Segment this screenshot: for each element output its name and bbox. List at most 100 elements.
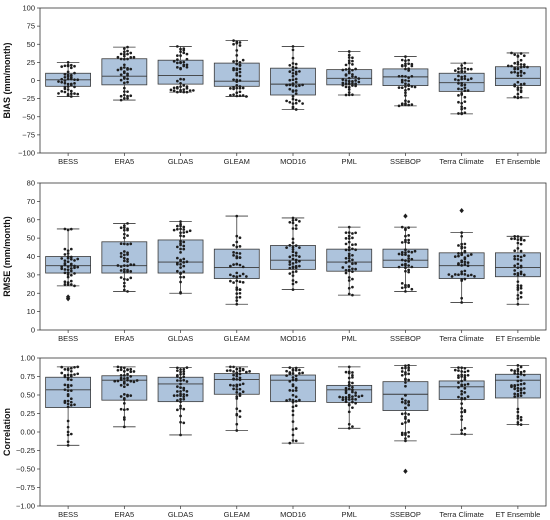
data-point <box>400 400 404 404</box>
data-point <box>119 366 123 369</box>
data-point <box>291 48 295 52</box>
data-point <box>126 222 129 225</box>
data-point <box>516 364 520 367</box>
data-point <box>288 372 292 376</box>
data-point <box>238 64 242 67</box>
data-point <box>519 365 523 369</box>
data-point <box>291 439 295 442</box>
data-point <box>347 256 351 260</box>
data-point <box>294 84 298 88</box>
data-point <box>516 262 520 266</box>
data-point <box>400 370 404 373</box>
data-point <box>179 67 182 71</box>
data-point <box>129 276 133 280</box>
data-point <box>229 264 232 268</box>
data-point <box>301 102 304 105</box>
x-tick-label: ET Ensemble <box>495 334 540 343</box>
data-point <box>182 225 186 229</box>
data-point <box>457 78 460 82</box>
data-point <box>291 97 295 101</box>
data-point <box>126 393 129 397</box>
data-point <box>347 398 351 401</box>
data-point <box>179 390 182 393</box>
y-tick-label: 60 <box>27 215 35 224</box>
data-point <box>294 218 298 222</box>
data-point <box>122 81 126 85</box>
data-point <box>516 375 520 379</box>
data-point <box>122 377 126 380</box>
data-point <box>235 377 239 381</box>
data-point <box>66 63 70 67</box>
data-point <box>66 260 70 264</box>
data-point <box>232 370 235 373</box>
data-point <box>404 85 407 88</box>
box-mod16 <box>270 45 316 111</box>
data-point <box>129 370 133 374</box>
data-point <box>69 82 73 86</box>
data-point <box>241 272 245 276</box>
data-point <box>235 245 239 249</box>
data-point <box>63 64 67 68</box>
data-point <box>122 57 126 61</box>
data-point <box>182 421 186 425</box>
data-point <box>176 256 179 260</box>
data-point <box>294 101 298 105</box>
data-point <box>241 367 245 371</box>
data-point <box>76 78 80 82</box>
data-point <box>460 379 464 383</box>
data-point <box>185 57 189 61</box>
data-point <box>179 372 182 376</box>
data-point <box>119 242 123 246</box>
data-point <box>453 368 457 372</box>
data-point <box>291 393 295 397</box>
data-point <box>69 269 73 273</box>
data-point <box>232 251 235 254</box>
data-point <box>122 398 126 401</box>
data-point <box>119 276 123 279</box>
data-point <box>69 95 73 98</box>
data-point <box>179 239 182 243</box>
data-point <box>351 375 354 379</box>
data-point <box>294 395 298 399</box>
data-point <box>69 378 73 382</box>
data-point <box>119 252 123 255</box>
data-point <box>288 220 292 224</box>
data-point <box>404 99 407 103</box>
data-point <box>179 263 182 266</box>
data-point <box>298 70 301 73</box>
data-point <box>126 96 129 100</box>
data-point <box>294 280 298 284</box>
data-point <box>513 83 517 86</box>
data-point <box>516 272 520 275</box>
data-point <box>463 277 467 281</box>
data-point <box>238 44 242 47</box>
x-tick-label: PML <box>342 334 357 343</box>
data-point <box>351 388 354 392</box>
box-pml <box>326 225 373 297</box>
data-point <box>453 255 457 258</box>
data-point <box>232 274 235 278</box>
box-gldas <box>157 366 204 437</box>
data-point <box>288 272 292 275</box>
data-point <box>182 260 186 264</box>
data-point <box>179 266 182 269</box>
data-point <box>519 83 523 86</box>
data-point <box>519 86 523 90</box>
data-point <box>347 53 351 57</box>
data-point <box>288 78 292 82</box>
data-point <box>298 84 301 88</box>
data-point <box>66 255 70 259</box>
data-point <box>291 409 295 413</box>
data-point <box>176 385 179 388</box>
data-point <box>232 39 235 42</box>
data-point <box>69 262 73 266</box>
data-point <box>66 88 70 91</box>
data-point <box>176 262 179 266</box>
data-point <box>347 259 351 263</box>
data-point <box>232 373 235 377</box>
data-point <box>341 81 345 85</box>
y-tick-label: 20 <box>27 289 35 298</box>
data-point <box>63 73 67 76</box>
data-point <box>116 368 120 372</box>
data-point <box>129 67 133 71</box>
